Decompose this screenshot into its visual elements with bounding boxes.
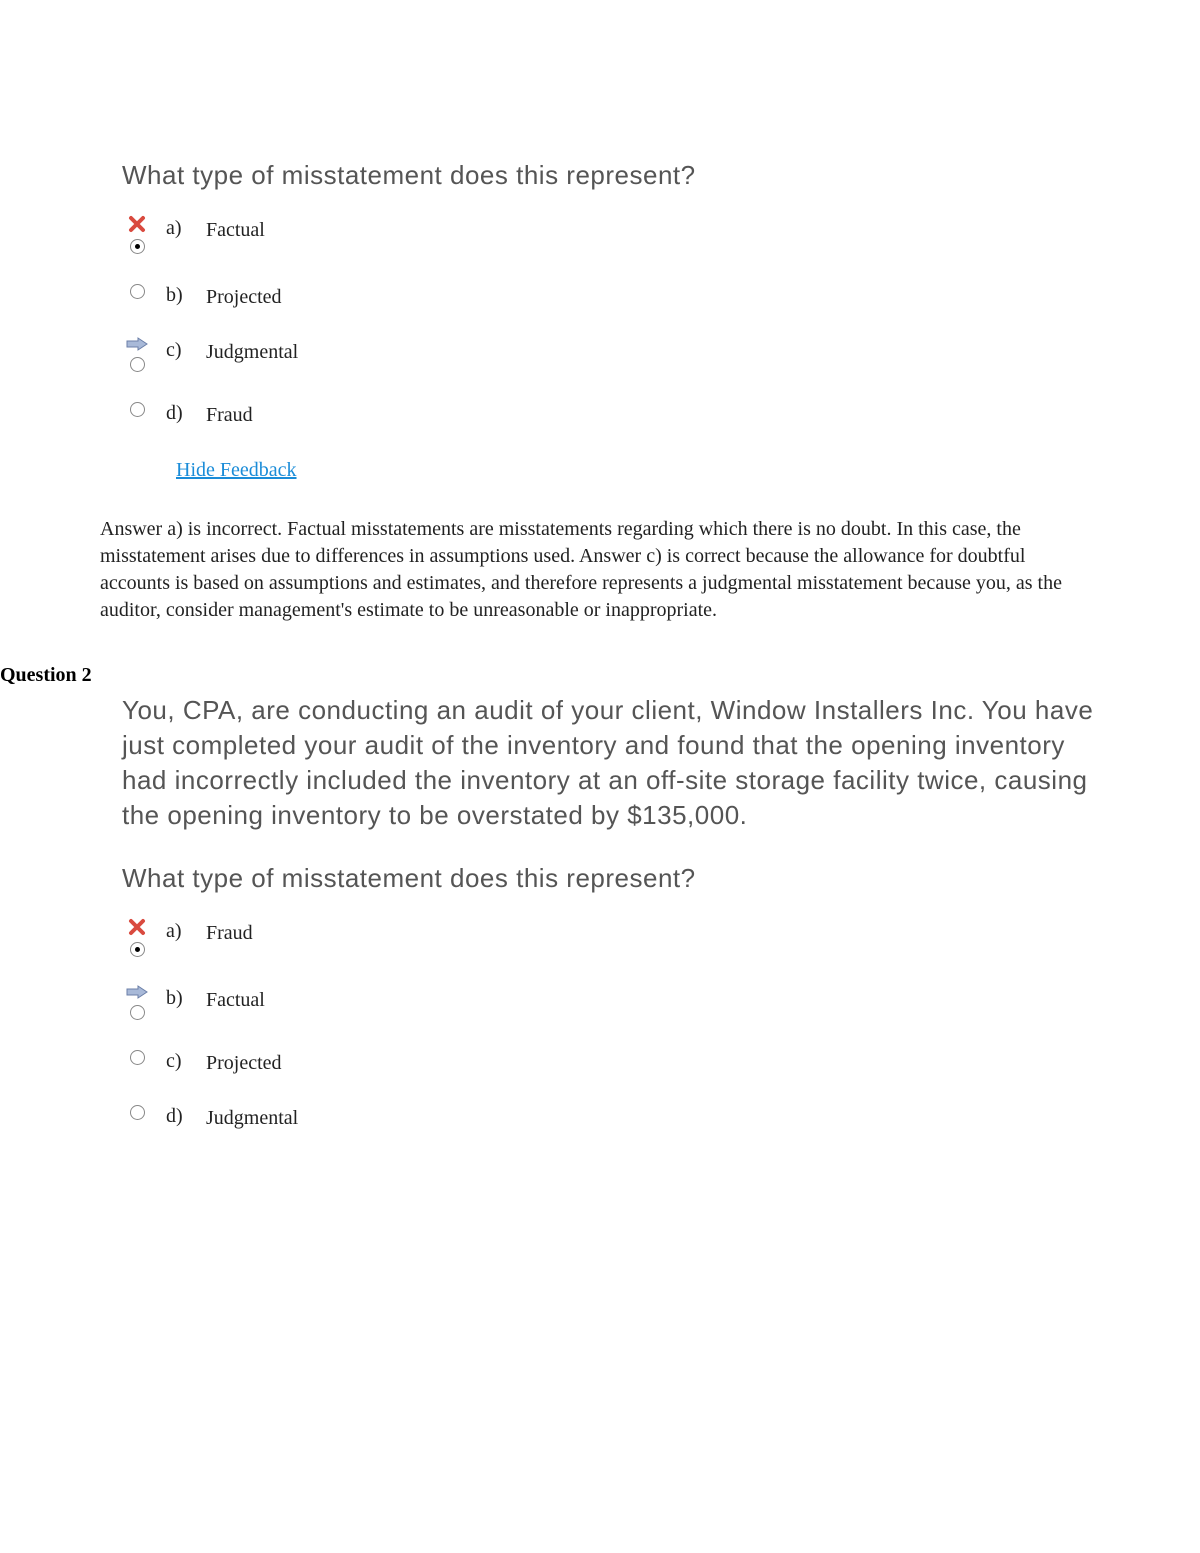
radio-unselected[interactable] <box>130 284 145 299</box>
radio-selected[interactable] <box>130 942 145 957</box>
option-row[interactable]: c) Judgmental <box>122 337 1100 372</box>
hide-feedback-link[interactable]: Hide Feedback <box>176 459 297 482</box>
question-1-options: a) Factual b) Projected c) Judgmental <box>122 215 1100 427</box>
radio-unselected[interactable] <box>130 1105 145 1120</box>
option-text: Judgmental <box>206 337 298 364</box>
option-letter: b) <box>152 985 206 1010</box>
correct-arrow-icon <box>126 337 148 351</box>
radio-unselected[interactable] <box>130 1050 145 1065</box>
question-2-prompt: What type of misstatement does this repr… <box>122 863 1100 894</box>
incorrect-icon <box>128 215 146 233</box>
option-text: Fraud <box>206 918 253 945</box>
option-letter: a) <box>152 918 206 943</box>
option-row[interactable]: d) Judgmental <box>122 1103 1100 1130</box>
radio-unselected[interactable] <box>130 1005 145 1020</box>
option-row[interactable]: a) Factual <box>122 215 1100 254</box>
option-text: Factual <box>206 215 265 242</box>
option-text: Projected <box>206 282 282 309</box>
option-row[interactable]: d) Fraud <box>122 400 1100 427</box>
option-row[interactable]: a) Fraud <box>122 918 1100 957</box>
option-letter: c) <box>152 1048 206 1073</box>
option-row[interactable]: c) Projected <box>122 1048 1100 1075</box>
radio-unselected[interactable] <box>130 357 145 372</box>
feedback-text: Answer a) is incorrect. Factual misstate… <box>100 516 1100 624</box>
question-2-block: Question 2 You, CPA, are conducting an a… <box>100 664 1100 1130</box>
option-text: Factual <box>206 985 265 1012</box>
option-row[interactable]: b) Factual <box>122 985 1100 1020</box>
question-1-block: What type of misstatement does this repr… <box>100 160 1100 624</box>
question-1-prompt: What type of misstatement does this repr… <box>122 160 1100 191</box>
option-letter: c) <box>152 337 206 362</box>
correct-arrow-icon <box>126 985 148 999</box>
question-2-stem: You, CPA, are conducting an audit of you… <box>122 693 1100 833</box>
question-2-label: Question 2 <box>0 664 1100 687</box>
option-text: Fraud <box>206 400 253 427</box>
radio-unselected[interactable] <box>130 402 145 417</box>
option-row[interactable]: b) Projected <box>122 282 1100 309</box>
radio-selected[interactable] <box>130 239 145 254</box>
incorrect-icon <box>128 918 146 936</box>
option-letter: d) <box>152 400 206 425</box>
option-letter: a) <box>152 215 206 240</box>
option-letter: d) <box>152 1103 206 1128</box>
question-2-options: a) Fraud b) Factual c) Projected <box>122 918 1100 1130</box>
option-letter: b) <box>152 282 206 307</box>
option-text: Projected <box>206 1048 282 1075</box>
option-text: Judgmental <box>206 1103 298 1130</box>
